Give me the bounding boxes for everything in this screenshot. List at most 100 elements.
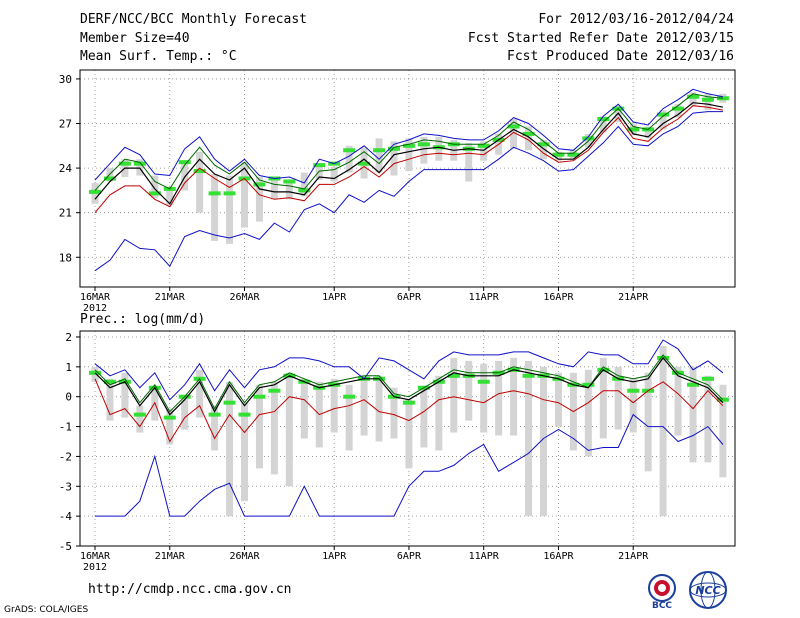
temp-median-mark: [193, 169, 206, 174]
temp-box: [211, 174, 219, 241]
precip-box: [674, 366, 682, 436]
grads-credit: GrADS: COLA/IGES: [4, 605, 89, 615]
precip-series-mean: [94, 356, 724, 416]
temp-median-mark: [567, 152, 580, 157]
temp-box: [644, 126, 652, 139]
temp-median-mark: [402, 143, 415, 148]
precip-frame: [79, 330, 736, 547]
temp-median-mark: [477, 143, 490, 148]
temp-xtick-label: 1APR: [322, 292, 347, 303]
temp-box: [375, 138, 383, 173]
precip-box: [435, 375, 443, 451]
temp-median-mark: [253, 182, 266, 187]
temp-xtick-label: 6APR: [397, 292, 422, 303]
precip-median-mark: [701, 376, 714, 381]
precip-box: [599, 357, 607, 439]
precip-series-max: [94, 339, 724, 401]
precip-ytick-label: -5: [59, 540, 72, 553]
source-url[interactable]: http://cmdp.ncc.cma.gov.cn: [88, 582, 292, 597]
temp-median-mark: [133, 161, 146, 166]
precip-series-p10: [94, 378, 724, 443]
precip-box: [614, 366, 622, 430]
forecast-start-date: Fcst Started Refer Date 2012/03/15: [467, 31, 734, 46]
precip-median-mark: [103, 379, 116, 384]
temp-ytick-label: 27: [59, 118, 72, 131]
forecast-produced-date: Fcst Produced Date 2012/03/16: [507, 49, 734, 64]
temp-median-mark: [687, 94, 699, 99]
temp-box: [255, 177, 263, 222]
temp-median-mark: [298, 188, 311, 193]
temp-box: [345, 145, 353, 173]
precip-box: [345, 384, 353, 451]
precip-median-mark: [687, 382, 699, 387]
temp-median-mark: [388, 146, 400, 151]
precip-box: [480, 363, 488, 433]
temp-median-mark: [223, 191, 236, 196]
precip-ytick-label: -3: [59, 480, 72, 493]
temp-box: [704, 93, 712, 111]
precip-ytick-label: -4: [59, 510, 73, 523]
precip-box: [285, 372, 293, 487]
precip-box: [121, 372, 129, 418]
precip-xtick-label: 16APR: [543, 551, 574, 562]
temp-box: [599, 116, 607, 133]
precip-median-mark: [133, 412, 146, 417]
precip-ytick-label: 1: [65, 361, 72, 374]
temp-median-mark: [103, 176, 116, 181]
temp-median-mark: [283, 179, 296, 184]
precip-median-mark: [582, 382, 595, 387]
precip-xtick-label: 16MAR: [80, 551, 111, 562]
precip-box: [255, 384, 263, 469]
precip-xtick-label: 2012: [83, 562, 107, 570]
temp-xtick-label: 26MAR: [229, 292, 260, 303]
precip-box: [719, 384, 727, 478]
precip-box: [151, 387, 159, 421]
precip-box: [390, 387, 398, 439]
precip-box: [584, 369, 592, 457]
temp-series-p90: [94, 93, 723, 191]
temp-box: [689, 92, 697, 106]
temp-series-p10: [94, 105, 723, 214]
temp-box: [136, 159, 144, 176]
temp-ytick-label: 21: [59, 207, 72, 220]
temp-box: [510, 119, 518, 149]
temp-box: [420, 136, 428, 164]
precip-box: [241, 402, 248, 502]
temp-xtick-label: 2012: [83, 303, 107, 314]
precip-median-mark: [477, 379, 490, 384]
precip-box: [196, 369, 204, 418]
member-size: Member Size=40: [80, 31, 190, 46]
precip-box: [465, 360, 473, 421]
temp-median-mark: [507, 124, 520, 129]
precip-ytick-label: -2: [59, 450, 72, 463]
temp-xtick-label: 16MAR: [80, 292, 111, 303]
precip-median-mark: [238, 412, 251, 417]
chart-title: DERF/NCC/BCC Monthly Forecast: [80, 12, 307, 27]
precip-series-min: [95, 413, 724, 517]
precip-ytick-label: -1: [59, 421, 72, 434]
ncc-logo-text: NCC: [695, 584, 720, 597]
temp-box: [659, 110, 667, 130]
temp-frame: [79, 69, 736, 288]
precip-box: [166, 408, 174, 445]
variable-label: Mean Surf. Temp.: °C: [80, 49, 237, 64]
temp-median-mark: [89, 189, 101, 194]
precip-box: [510, 357, 518, 436]
bcc-logo-text: BCC: [652, 601, 672, 610]
precip-median-mark: [343, 394, 356, 399]
precip-box: [330, 378, 338, 433]
temp-xtick-label: 21MAR: [155, 292, 186, 303]
precip-box: [136, 405, 144, 433]
temp-box: [181, 160, 189, 191]
temp-box: [405, 138, 413, 172]
precip-box: [450, 357, 458, 433]
temp-box: [390, 141, 398, 176]
precip-xtick-label: 21MAR: [155, 551, 186, 562]
precip-box: [211, 405, 219, 451]
precip-box: [659, 345, 667, 517]
precip-box: [405, 399, 413, 469]
precip-box: [360, 375, 368, 436]
temp-box: [166, 190, 174, 206]
temp-median-mark: [627, 127, 640, 132]
